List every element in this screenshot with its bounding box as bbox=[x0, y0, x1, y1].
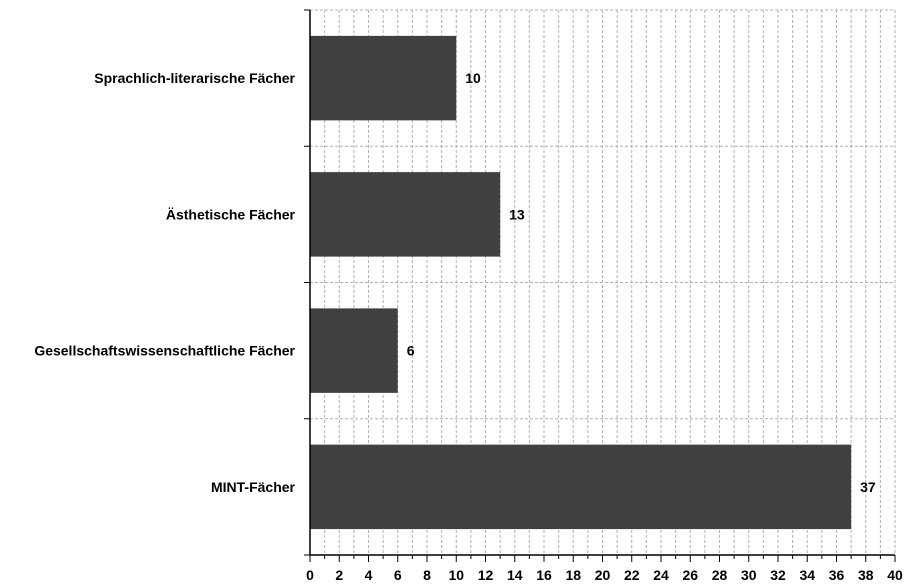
x-tick-label: 0 bbox=[306, 567, 314, 583]
x-tick-label: 20 bbox=[595, 567, 611, 583]
x-tick-label: 34 bbox=[799, 567, 815, 583]
category-label: MINT-Fächer bbox=[211, 479, 296, 495]
data-label: 6 bbox=[407, 343, 415, 359]
x-tick-label: 10 bbox=[448, 567, 464, 583]
x-tick-label: 28 bbox=[712, 567, 728, 583]
bar bbox=[310, 444, 852, 530]
x-tick-label: 14 bbox=[507, 567, 523, 583]
grid-lines bbox=[310, 9, 896, 556]
category-label: Sprachlich-literarische Fächer bbox=[94, 70, 295, 86]
x-tick-label: 38 bbox=[858, 567, 874, 583]
labels: 10 Sprachlich-literarische Fächer 13 Ästhet… bbox=[34, 70, 903, 583]
x-tick-label: 18 bbox=[565, 567, 581, 583]
axes bbox=[304, 9, 896, 562]
x-tick-label: 36 bbox=[829, 567, 845, 583]
data-label: 10 bbox=[465, 70, 481, 86]
x-tick-label: 30 bbox=[741, 567, 757, 583]
x-tick-label: 2 bbox=[335, 567, 343, 583]
x-tick-label: 6 bbox=[394, 567, 402, 583]
bar bbox=[310, 308, 398, 393]
bar bbox=[310, 35, 457, 121]
x-tick-label: 4 bbox=[365, 567, 373, 583]
category-label: Gesellschaftswissenschaftliche Fächer bbox=[34, 343, 295, 359]
x-tick-label: 32 bbox=[770, 567, 786, 583]
data-label: 13 bbox=[509, 206, 525, 222]
x-tick-label: 22 bbox=[624, 567, 640, 583]
x-tick-label: 8 bbox=[423, 567, 431, 583]
x-tick-label: 26 bbox=[682, 567, 698, 583]
x-tick-label: 40 bbox=[887, 567, 903, 583]
category-label: Ästhetische Fächer bbox=[166, 206, 296, 222]
data-label: 37 bbox=[860, 479, 876, 495]
x-tick-label: 24 bbox=[653, 567, 669, 583]
bar bbox=[310, 172, 501, 257]
x-tick-label: 16 bbox=[536, 567, 552, 583]
bars bbox=[310, 35, 852, 530]
x-tick-label: 12 bbox=[478, 567, 494, 583]
